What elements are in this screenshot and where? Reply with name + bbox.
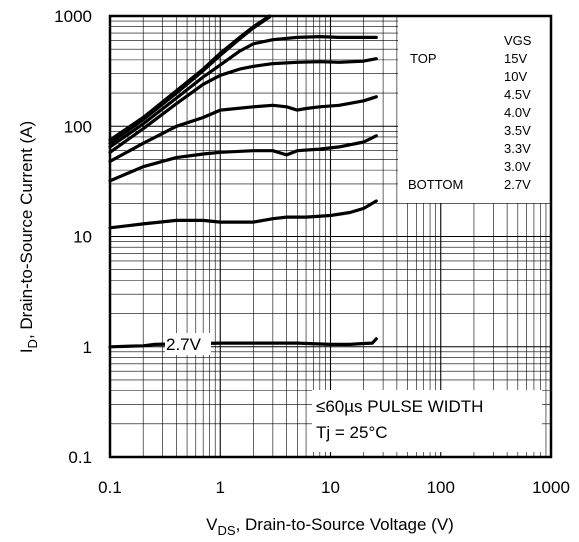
- pulse-annotation-box: [312, 390, 542, 452]
- plot-frame: [108, 14, 553, 459]
- legend-entry: 3.3V: [504, 141, 531, 156]
- series-line-2: [108, 15, 272, 145]
- legend-top-label: TOP: [410, 51, 437, 66]
- x-axis-label: VDS, Drain-to-Source Voltage (V): [206, 515, 454, 538]
- y-tick-label: 10: [73, 228, 92, 247]
- legend-entry: 10V: [504, 69, 527, 84]
- x-tick-label: 1000: [532, 478, 570, 497]
- series-line-4: [108, 57, 378, 154]
- series-line-5: [108, 95, 378, 163]
- x-tick-label: 10: [321, 478, 340, 497]
- series-line-3: [108, 35, 378, 149]
- legend-bottom-label: BOTTOM: [408, 177, 463, 192]
- y-tick-label: 1: [83, 338, 92, 357]
- legend-entries: 15V 10V 4.5V 4.0V 3.5V 3.3V 3.0V 2.7V: [504, 51, 531, 192]
- legend-box: [398, 17, 550, 203]
- series-line-6: [108, 134, 378, 183]
- legend-entry: 3.0V: [504, 159, 531, 174]
- x-tick-labels: 0.1 1 10 100 1000: [98, 478, 570, 497]
- legend-entry: 4.0V: [504, 105, 531, 120]
- legend-entry: 2.7V: [504, 177, 531, 192]
- x-tick-label: 1: [216, 478, 225, 497]
- legend-entry: 3.5V: [504, 123, 531, 138]
- y-tick-label: 1000: [54, 7, 92, 26]
- series-lines: [108, 14, 378, 349]
- tj-annotation: Tj = 25°C: [316, 423, 388, 442]
- curve-label-box: [165, 333, 211, 355]
- legend-header: VGS: [504, 33, 532, 48]
- curve-label-2.7v: 2.7V: [166, 335, 202, 354]
- y-tick-labels: 0.1 1 10 100 1000: [54, 7, 92, 467]
- legend-entry: 4.5V: [504, 87, 531, 102]
- y-axis-label: ID, Drain-to-Source Current (A): [17, 121, 40, 353]
- pulse-width-annotation: ≤60µs PULSE WIDTH: [316, 397, 483, 416]
- series-line-8: [108, 337, 378, 349]
- y-tick-label: 100: [64, 117, 92, 136]
- x-tick-label: 100: [427, 478, 455, 497]
- x-tick-label: 0.1: [98, 478, 122, 497]
- legend-entry: 15V: [504, 51, 527, 66]
- series-line-7: [108, 199, 378, 230]
- y-tick-label: 0.1: [68, 448, 92, 467]
